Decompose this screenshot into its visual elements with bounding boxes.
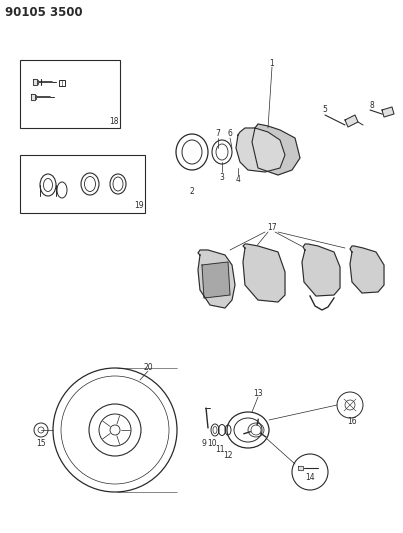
Text: 4: 4 xyxy=(236,175,241,184)
Bar xyxy=(59,80,65,86)
Text: 9: 9 xyxy=(202,440,206,448)
Text: 12: 12 xyxy=(223,451,233,461)
Polygon shape xyxy=(350,246,384,293)
Polygon shape xyxy=(202,262,230,298)
Polygon shape xyxy=(382,107,394,117)
Polygon shape xyxy=(198,250,235,308)
Polygon shape xyxy=(31,94,35,100)
Text: 18: 18 xyxy=(109,117,119,125)
Polygon shape xyxy=(252,124,300,175)
Bar xyxy=(20,155,145,213)
Text: 3: 3 xyxy=(220,173,224,182)
Text: 19: 19 xyxy=(134,201,144,211)
Polygon shape xyxy=(302,244,340,296)
Text: 13: 13 xyxy=(253,389,263,398)
Text: 5: 5 xyxy=(322,106,327,115)
Text: 7: 7 xyxy=(216,128,220,138)
Polygon shape xyxy=(243,244,285,302)
Text: 15: 15 xyxy=(36,440,46,448)
Polygon shape xyxy=(298,466,303,470)
Polygon shape xyxy=(33,79,37,85)
Text: 6: 6 xyxy=(228,128,233,138)
Text: 2: 2 xyxy=(190,188,194,197)
Text: 90105 3500: 90105 3500 xyxy=(5,6,83,20)
Text: 16: 16 xyxy=(347,417,357,426)
Text: 1: 1 xyxy=(270,59,274,68)
Polygon shape xyxy=(236,128,285,172)
Text: 17: 17 xyxy=(267,223,277,232)
Text: 11: 11 xyxy=(215,446,225,455)
Text: 10: 10 xyxy=(207,440,217,448)
Text: 20: 20 xyxy=(143,362,153,372)
Bar xyxy=(20,60,120,128)
Text: 8: 8 xyxy=(370,101,374,109)
Polygon shape xyxy=(345,115,358,127)
Text: 14: 14 xyxy=(305,472,315,481)
